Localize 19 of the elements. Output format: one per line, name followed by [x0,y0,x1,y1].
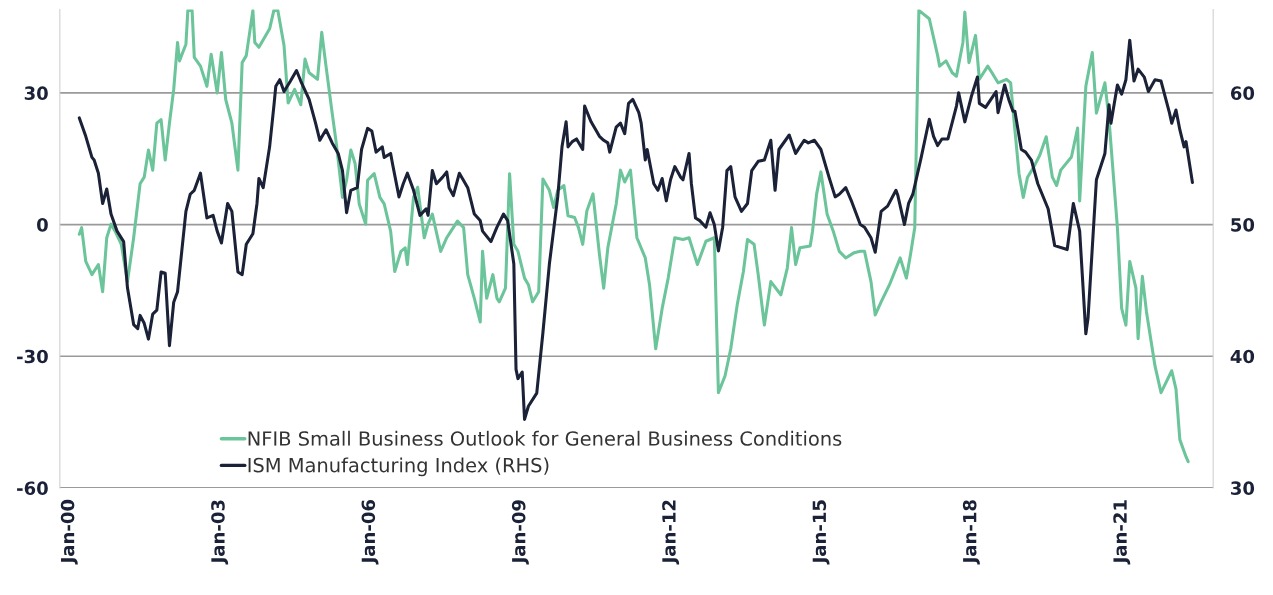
y-tick-label: -60 [17,481,48,496]
x-tick-label: Jan-03 [211,500,229,565]
legend-label: ISM Manufacturing Index (RHS) [248,457,549,477]
y-tick-label: 30 [24,86,48,101]
x-tick-label: Jan-06 [361,499,379,565]
x-tick-label: Jan-12 [662,500,680,565]
legend-label: NFIB Small Business Outlook for General Business Conditions [248,430,842,446]
x-tick-label: Jan-18 [962,500,980,565]
x-tick-label: Jan-21 [1113,500,1131,565]
x-tick-label: Jan-09 [511,500,529,565]
y2-tick-label: 40 [1230,349,1255,364]
y-tick-label: -30 [17,349,48,364]
y2-tick-label: 50 [1231,218,1255,232]
y2-tick-label: 60 [1230,86,1255,100]
y2-tick-label: 30 [1231,481,1255,496]
y-tick-label: 0 [37,218,48,232]
x-tick-label: Jan-00 [60,499,78,565]
x-tick-label: Jan-15 [812,500,830,565]
line-series [77,38,1194,421]
